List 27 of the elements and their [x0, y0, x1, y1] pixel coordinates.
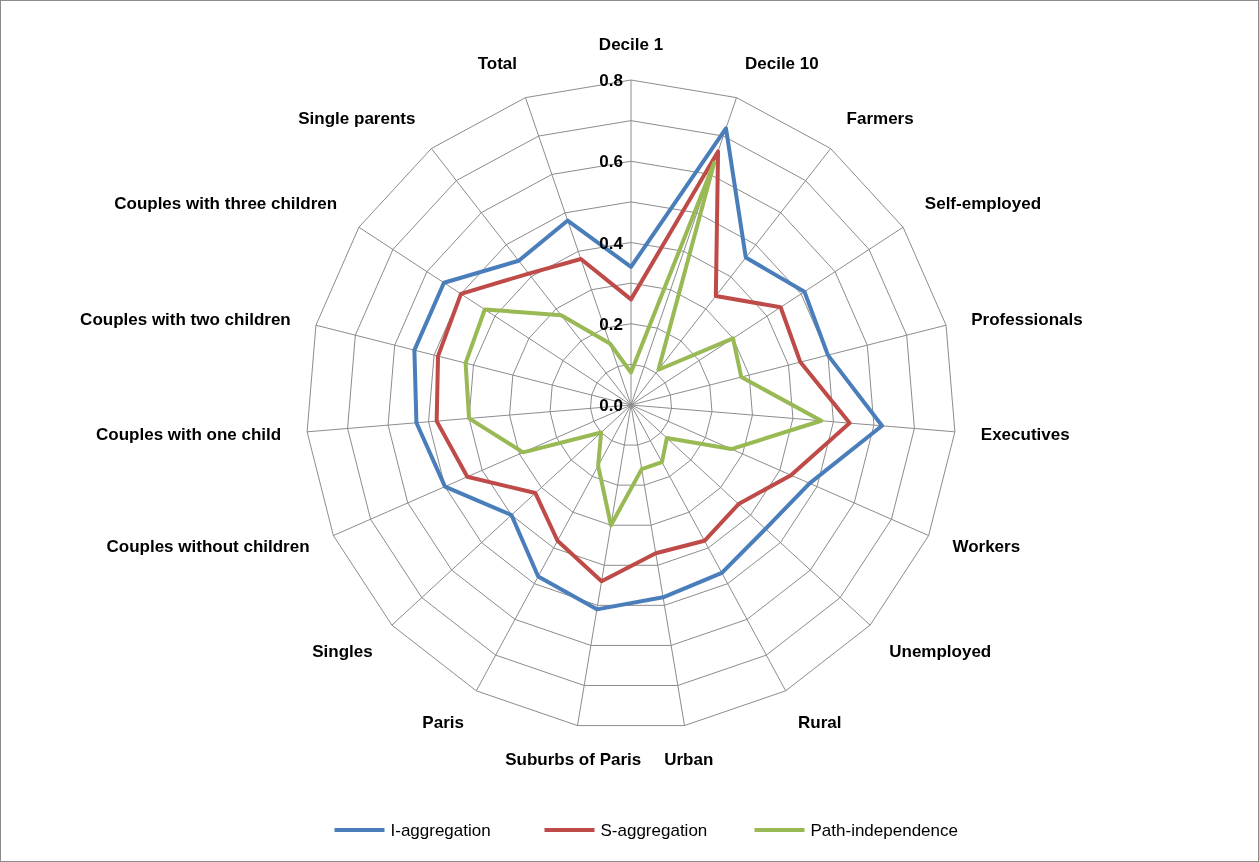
spoke-label: Self-employed	[924, 194, 1042, 214]
spoke-label: Paris	[422, 712, 464, 732]
spoke-label: Couples with two children	[80, 309, 291, 329]
spoke-label: Rural	[798, 712, 842, 732]
y-tick-label: 0.8	[599, 71, 623, 90]
legend-label: Path-independence	[810, 821, 958, 840]
legend-label: I-aggregation	[390, 821, 491, 840]
spoke-label: Couples without children	[106, 537, 310, 556]
legend-label: S-aggregation	[600, 821, 708, 840]
spoke-label: Unemployed	[889, 641, 992, 661]
spoke-label: Couples with three children	[114, 194, 338, 214]
spoke-label: Couples with one child	[96, 424, 282, 444]
spoke-label: Urban	[664, 750, 714, 770]
y-tick-label: 0.6	[599, 152, 623, 172]
spoke-label: Singles	[312, 641, 373, 661]
spoke-label: Workers	[952, 537, 1021, 556]
spoke-label: Suburbs of Paris	[505, 750, 642, 770]
spoke-label: Decile 10	[744, 54, 819, 74]
spoke-label: Professionals	[971, 309, 1083, 329]
spoke-label: Executives	[980, 424, 1070, 444]
spoke-label: Decile 1	[598, 35, 664, 54]
spoke-label: Farmers	[846, 109, 914, 129]
spoke-label: Single parents	[298, 109, 416, 129]
y-tick-label: 0.4	[599, 233, 624, 253]
spoke-label: Total	[477, 54, 518, 74]
y-tick-label: 0.2	[599, 314, 623, 334]
y-tick-label: 0.0	[599, 396, 623, 415]
